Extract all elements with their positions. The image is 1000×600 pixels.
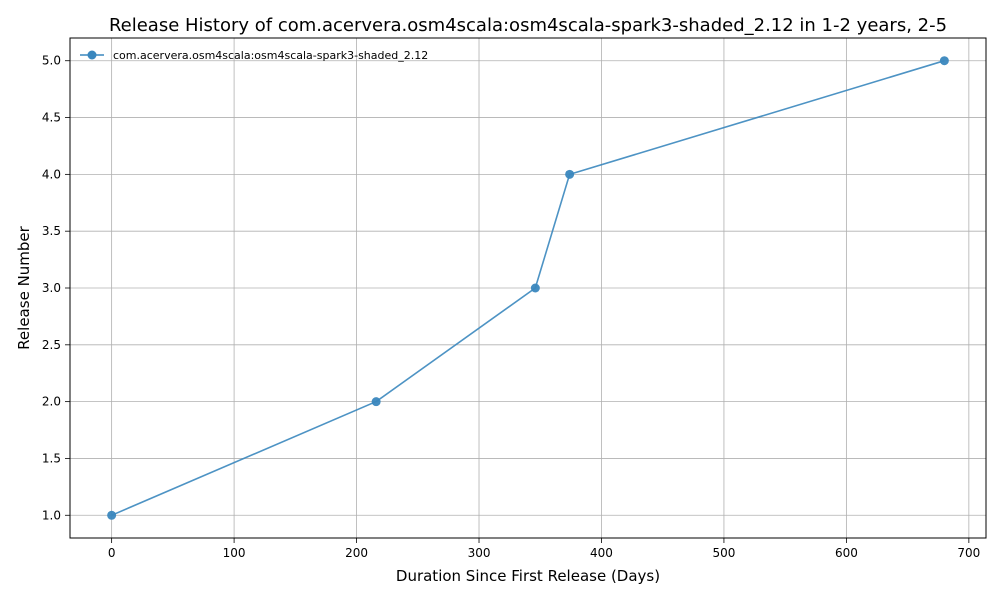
data-point bbox=[530, 283, 540, 293]
legend: com.acervera.osm4scala:osm4scala-spark3-… bbox=[80, 49, 428, 62]
grid bbox=[70, 38, 986, 538]
y-axis-ticks: 1.0 1.5 2.0 2.5 3.0 3.5 4.0 4.5 5.0 bbox=[42, 54, 70, 522]
series-layer bbox=[107, 56, 949, 520]
data-point bbox=[939, 56, 949, 66]
y-tick-label: 5.0 bbox=[42, 54, 61, 68]
y-tick-label: 3.5 bbox=[42, 224, 61, 238]
chart-title: Release History of com.acervera.osm4scal… bbox=[109, 15, 947, 36]
legend-marker bbox=[87, 50, 97, 60]
x-tick-label: 100 bbox=[223, 546, 246, 560]
y-tick-label: 4.5 bbox=[42, 111, 61, 125]
x-tick-label: 700 bbox=[957, 546, 980, 560]
x-tick-label: 600 bbox=[835, 546, 858, 560]
data-point bbox=[565, 169, 575, 179]
x-axis-ticks: 0 100 200 300 400 500 600 700 bbox=[108, 538, 980, 560]
data-point bbox=[371, 397, 381, 407]
y-tick-label: 1.5 bbox=[42, 451, 61, 465]
x-tick-label: 300 bbox=[468, 546, 491, 560]
legend-label: com.acervera.osm4scala:osm4scala-spark3-… bbox=[113, 49, 428, 62]
y-tick-label: 3.0 bbox=[42, 281, 61, 295]
data-point bbox=[107, 510, 117, 520]
x-tick-label: 200 bbox=[345, 546, 368, 560]
y-tick-label: 2.0 bbox=[42, 395, 61, 409]
x-axis-label: Duration Since First Release (Days) bbox=[396, 567, 660, 585]
x-tick-label: 400 bbox=[590, 546, 613, 560]
x-tick-label: 0 bbox=[108, 546, 116, 560]
y-tick-label: 1.0 bbox=[42, 508, 61, 522]
y-tick-label: 4.0 bbox=[42, 167, 61, 181]
x-tick-label: 500 bbox=[712, 546, 735, 560]
y-axis-label: Release Number bbox=[15, 225, 33, 349]
y-tick-label: 2.5 bbox=[42, 338, 61, 352]
